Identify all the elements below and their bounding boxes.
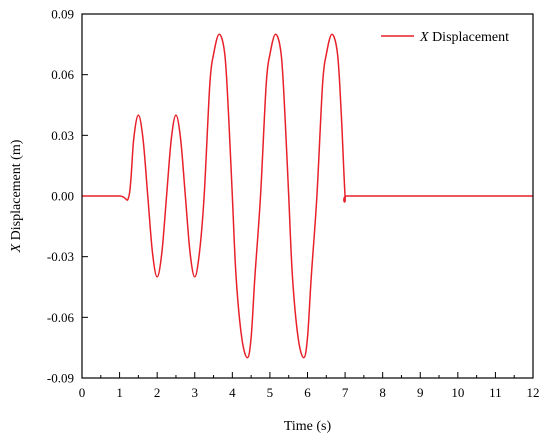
- x-tick-label: 11: [489, 385, 502, 400]
- legend-label-variable: X: [419, 30, 429, 45]
- x-tick-label: 10: [451, 385, 464, 400]
- x-tick-label: 1: [116, 385, 123, 400]
- x-tick-label: 0: [79, 385, 86, 400]
- x-displacement-line: [82, 33, 533, 359]
- x-tick-label: 5: [267, 385, 274, 400]
- y-tick-label: 0.06: [51, 67, 74, 82]
- x-tick-label: 2: [154, 385, 161, 400]
- y-axis-title-variable: X: [9, 243, 24, 253]
- x-tick-label: 9: [417, 385, 424, 400]
- y-tick-label: -0.03: [47, 249, 74, 264]
- y-axis-title: X Displacement (m): [9, 139, 24, 253]
- plot-frame: [81, 13, 534, 379]
- y-tick-label: 0.03: [51, 128, 74, 143]
- y-tick-label: -0.09: [47, 371, 74, 386]
- y-tick-label: 0.00: [51, 189, 74, 204]
- x-tick-label: 8: [379, 385, 386, 400]
- x-tick-label: 12: [527, 385, 540, 400]
- x-tick-label: 7: [342, 385, 349, 400]
- y-axis-ticks: -0.09 -0.06 -0.03 0.00 0.03 0.06 0.09: [47, 7, 88, 386]
- x-tick-label: 6: [304, 385, 311, 400]
- x-tick-label: 3: [192, 385, 199, 400]
- legend-label-text: Displacement: [429, 30, 510, 45]
- y-tick-label: 0.09: [51, 7, 74, 22]
- y-axis-title-text: Displacement (m): [9, 139, 24, 244]
- legend: X Displacement: [381, 30, 509, 45]
- legend-label: X Displacement: [419, 30, 509, 45]
- y-tick-label: -0.06: [47, 310, 75, 325]
- x-axis-title: Time (s): [284, 419, 332, 434]
- x-axis-ticks: 0 1 2 3 4 5 6 7 8 9 10 11 12: [79, 372, 540, 400]
- x-tick-label: 4: [229, 385, 236, 400]
